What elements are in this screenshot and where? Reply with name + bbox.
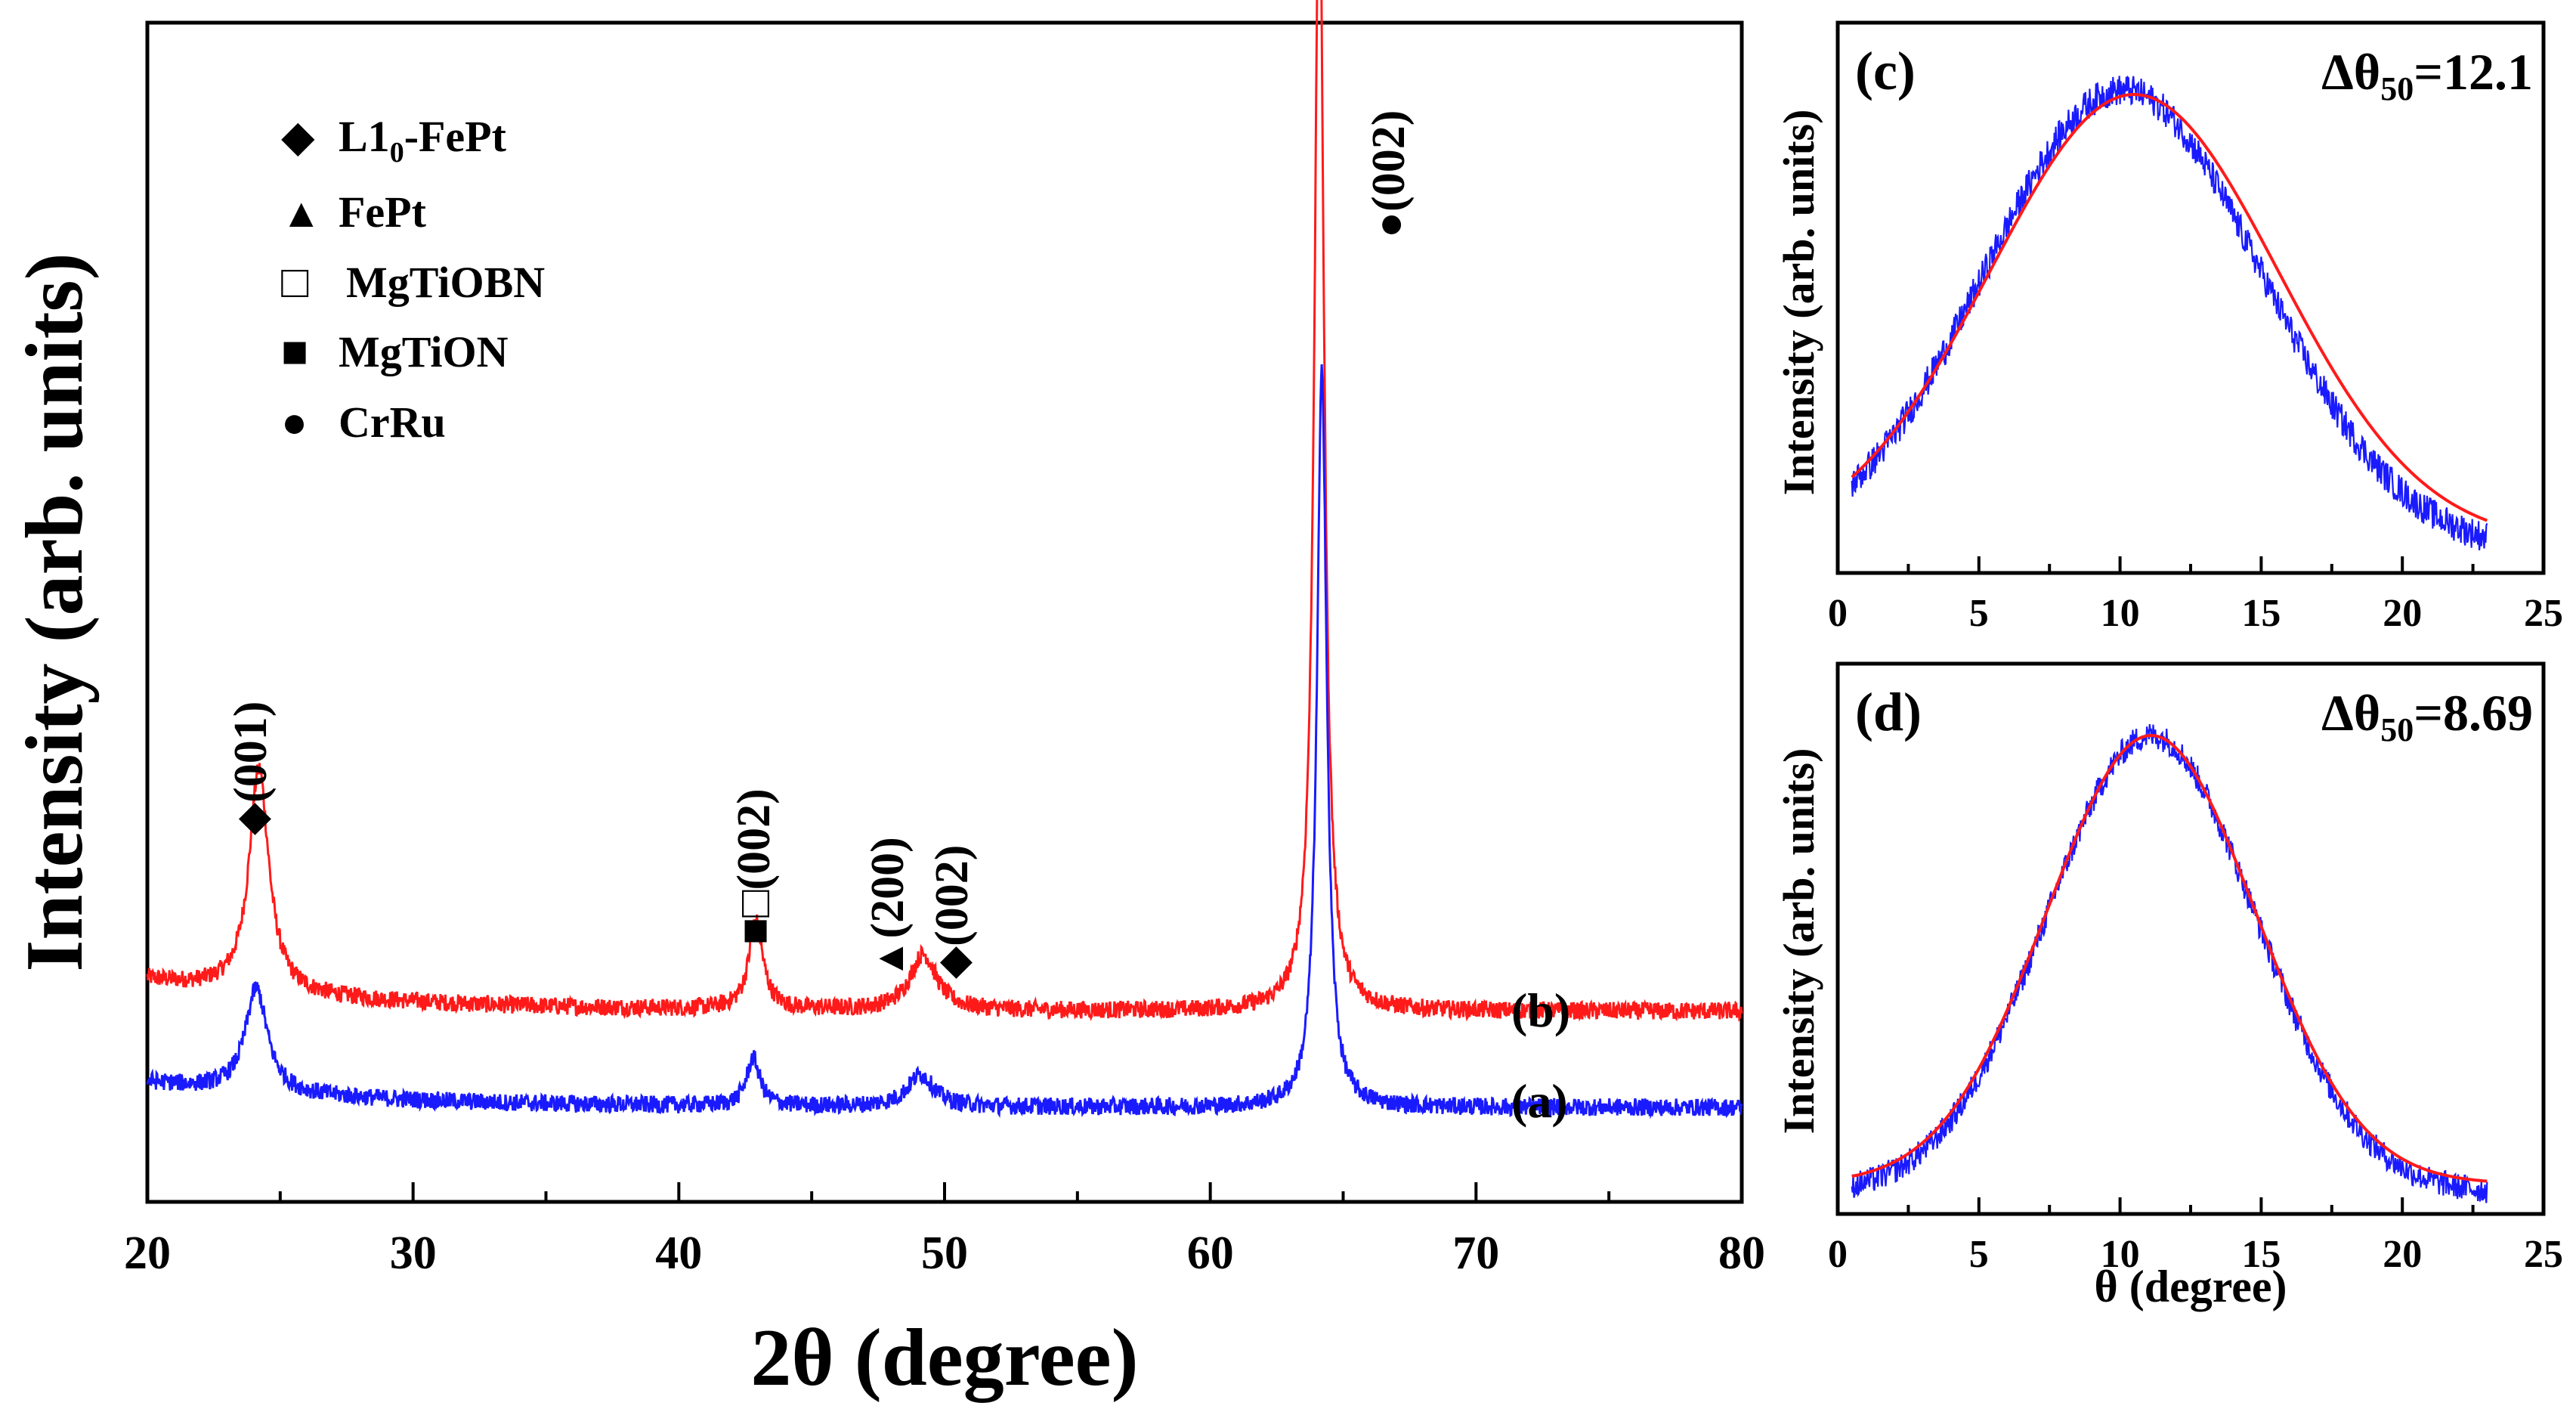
legend-item-crru: ● CrRu: [281, 398, 446, 447]
panel-d-x-tick-label: 10: [2101, 1233, 2140, 1276]
xrd-series: [146, 0, 1743, 1119]
circle-symbol-icon: ●: [281, 398, 308, 447]
panel-d-x-tick-labels: 0 5 10 15 20 25: [1828, 1233, 2563, 1276]
xrd-x-ticks: [146, 1182, 1743, 1202]
panel-c-fwhm: Δθ50=12.1: [2321, 43, 2533, 107]
legend-label: MgTiON: [339, 327, 509, 376]
peak-annotation-fept-200: ▲(200): [862, 837, 914, 979]
peak-annotation-fept-002: ◆(002): [926, 845, 978, 979]
panel-d-x-tick-label: 0: [1828, 1233, 1848, 1276]
xrd-x-tick-label: 40: [655, 1228, 702, 1279]
panel-d-fwhm-sub: 50: [2380, 711, 2414, 748]
legend-label-end: -FePt: [404, 112, 507, 161]
panel-d-fwhm: Δθ50=8.69: [2321, 684, 2533, 748]
panel-d-series: [1851, 723, 2488, 1203]
rocking-fit-line: [1851, 93, 2488, 522]
xrd-panel: 20 30 40 50 60 70 80 2θ (degree) Intensi…: [10, 0, 1765, 1403]
xrd-x-tick-label: 80: [1718, 1228, 1765, 1279]
triangle-symbol-icon: ▲: [867, 939, 912, 979]
xrd-x-tick-label: 20: [124, 1228, 171, 1279]
panel-d-x-tick-label: 5: [1969, 1233, 1989, 1276]
panel-c-fwhm-symbol: Δθ: [2321, 43, 2380, 101]
panel-d-fwhm-symbol: Δθ: [2321, 684, 2380, 742]
panel-d-x-tick-label: 15: [2241, 1233, 2281, 1276]
panel-c-x-tick-label: 0: [1828, 592, 1848, 635]
panel-d-x-ticks: [1836, 1197, 2545, 1214]
legend-item-mgtiobn: □ MgTiOBN: [281, 257, 545, 307]
rocking-curve-panel-d: 0 5 10 15 20 25 (d) Δθ50=8.69 Intensity …: [1774, 661, 2563, 1311]
panel-c-x-tick-label: 5: [1969, 592, 1989, 635]
xrd-x-tick-label: 70: [1452, 1228, 1499, 1279]
peak-annotation-text: (002): [1363, 110, 1415, 212]
xrd-y-axis-label: Intensity (arb. units): [10, 252, 100, 971]
panel-d-x-tick-label: 25: [2524, 1233, 2563, 1276]
panel-c-x-tick-label: 20: [2383, 592, 2422, 635]
xrd-series-a-line: [146, 364, 1743, 1119]
peak-annotation-crru-002: ●(002): [1363, 110, 1415, 238]
xrd-legend: ◆ L10-FePt ▲ FePt □ MgTiOBN ■ MgTiON ● C…: [281, 112, 545, 447]
peak-annotation-text: (002): [926, 845, 978, 946]
xrd-x-tick-labels: 20 30 40 50 60 70 80: [124, 1228, 1765, 1279]
rocking-raw-data-line: [1851, 75, 2488, 551]
xrd-x-tick-label: 60: [1187, 1228, 1234, 1279]
diamond-symbol-icon: ◆: [930, 946, 977, 979]
panel-c-frame: [1835, 20, 2546, 575]
panel-d-x-axis-label: θ (degree): [2094, 1262, 2287, 1311]
peak-annotation-text: (200): [862, 837, 914, 938]
legend-label-sub: 0: [390, 137, 404, 169]
legend-label: L10-FePt: [339, 112, 507, 169]
xrd-x-tick-label: 50: [921, 1228, 968, 1279]
panel-c-label: (c): [1855, 41, 1916, 101]
panel-c-y-axis-label: Intensity (arb. units): [1774, 110, 1823, 496]
panel-c-fwhm-value: =12.1: [2414, 43, 2533, 101]
diamond-symbol-icon: ◆: [281, 112, 315, 161]
panel-d-x-tick-label: 20: [2383, 1233, 2422, 1276]
square-symbols-icon: ■□: [729, 890, 779, 945]
circle-symbol-icon: ●: [1365, 212, 1414, 238]
peak-annotation-mgtion-002: ■□(002): [728, 788, 780, 945]
legend-label: FePt: [339, 187, 427, 237]
xrd-peak-annotations: ◆(001) ■□(002) ▲(200) ◆(002) ●(002): [225, 110, 1415, 979]
legend-item-l10-fept: ◆ L10-FePt: [281, 112, 507, 169]
legend-label: MgTiOBN: [346, 258, 545, 307]
xrd-x-tick-label: 30: [390, 1228, 437, 1279]
panel-d-label: (d): [1855, 682, 1922, 742]
panel-c-x-tick-labels: 0 5 10 15 20 25: [1828, 592, 2563, 635]
legend-item-fept: ▲ FePt: [281, 187, 427, 237]
series-label-a: (a): [1511, 1074, 1568, 1128]
panel-d-y-axis-label: Intensity (arb. units): [1774, 748, 1823, 1135]
panel-c-x-tick-label: 25: [2524, 592, 2563, 635]
panel-c-series: [1851, 75, 2488, 551]
peak-annotation-text: (001): [225, 701, 277, 803]
triangle-symbol-icon: ▲: [281, 190, 321, 236]
peak-annotation-fept-001: ◆(001): [225, 701, 277, 835]
filled-square-symbol-icon: ■: [281, 327, 308, 376]
diamond-symbol-icon: ◆: [229, 803, 276, 835]
series-label-b: (b): [1511, 983, 1570, 1037]
xrd-x-axis-label: 2θ (degree): [750, 1313, 1138, 1403]
rocking-curve-panel-c: 0 5 10 15 20 25 (c) Δθ50=12.1 Intensity …: [1774, 20, 2563, 635]
panel-c-fwhm-sub: 50: [2380, 70, 2414, 107]
panel-d-fwhm-value: =8.69: [2414, 684, 2533, 742]
peak-annotation-text: (002): [728, 788, 780, 890]
rocking-fit-line: [1851, 733, 2488, 1183]
legend-label: CrRu: [339, 398, 446, 447]
open-square-symbol-icon: □: [281, 257, 308, 307]
panel-c-x-ticks: [1836, 556, 2545, 573]
legend-item-mgtion: ■ MgTiON: [281, 327, 509, 376]
panel-c-x-tick-label: 10: [2101, 592, 2140, 635]
panel-c-x-tick-label: 15: [2241, 592, 2281, 635]
legend-label-text: L1: [339, 112, 390, 161]
xrd-series-b-line: [146, 0, 1743, 1023]
rocking-raw-data-line: [1851, 723, 2488, 1203]
